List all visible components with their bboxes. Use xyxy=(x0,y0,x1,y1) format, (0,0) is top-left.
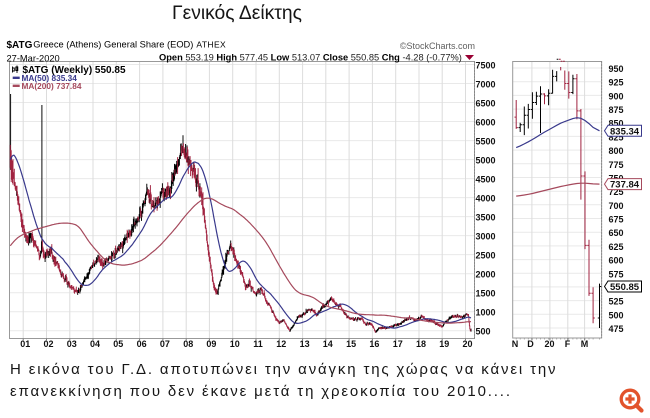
svg-text:4500: 4500 xyxy=(476,175,496,185)
svg-text:737.84: 737.84 xyxy=(610,180,640,191)
svg-text:20: 20 xyxy=(544,339,554,349)
svg-text:775: 775 xyxy=(609,160,624,170)
svg-text:2500: 2500 xyxy=(476,251,496,261)
svg-text:800: 800 xyxy=(609,146,624,156)
svg-text:950: 950 xyxy=(609,64,624,74)
svg-text:850: 850 xyxy=(609,119,624,129)
svg-text:525: 525 xyxy=(609,297,624,307)
svg-text:5500: 5500 xyxy=(476,137,496,147)
svg-text:5000: 5000 xyxy=(476,156,496,166)
svg-text:27-Mar-2020: 27-Mar-2020 xyxy=(7,53,60,63)
svg-text:06: 06 xyxy=(137,339,147,349)
svg-text:2000: 2000 xyxy=(476,270,496,280)
svg-text:N: N xyxy=(512,339,519,349)
svg-text:Greece (Athens) General Share: Greece (Athens) General Share (EOD) xyxy=(33,40,193,50)
svg-text:4000: 4000 xyxy=(476,194,496,204)
svg-text:1000: 1000 xyxy=(476,308,496,318)
svg-text:835.34: 835.34 xyxy=(610,126,640,137)
svg-text:20: 20 xyxy=(462,339,472,349)
svg-text:875: 875 xyxy=(609,105,624,115)
svg-text:500: 500 xyxy=(476,327,491,337)
svg-text:6000: 6000 xyxy=(476,118,496,128)
svg-text:04: 04 xyxy=(90,339,100,349)
svg-text:15: 15 xyxy=(346,339,356,349)
svg-text:675: 675 xyxy=(609,215,624,225)
svg-text:625: 625 xyxy=(609,242,624,252)
svg-text:12: 12 xyxy=(276,339,286,349)
svg-text:7500: 7500 xyxy=(476,61,496,71)
svg-text:08: 08 xyxy=(183,339,193,349)
svg-text:550.85: 550.85 xyxy=(610,282,640,293)
svg-text:600: 600 xyxy=(609,256,624,266)
svg-text:07: 07 xyxy=(160,339,170,349)
svg-text:10: 10 xyxy=(230,339,240,349)
svg-text:725: 725 xyxy=(609,187,624,197)
svg-text:$ATG (Weekly) 550.85: $ATG (Weekly) 550.85 xyxy=(23,65,126,76)
svg-text:©StockCharts.com: ©StockCharts.com xyxy=(400,41,475,51)
svg-text:925: 925 xyxy=(609,78,624,88)
svg-text:575: 575 xyxy=(609,269,624,279)
svg-text:700: 700 xyxy=(609,201,624,211)
svg-text:6500: 6500 xyxy=(476,99,496,109)
svg-text:03: 03 xyxy=(67,339,77,349)
svg-text:825: 825 xyxy=(609,132,624,142)
svg-text:3000: 3000 xyxy=(476,232,496,242)
svg-text:16: 16 xyxy=(369,339,379,349)
svg-text:Open 553.19 High 577.45 Low 51: Open 553.19 High 577.45 Low 513.07 Close… xyxy=(159,53,462,63)
svg-text:7000: 7000 xyxy=(476,80,496,90)
svg-text:1500: 1500 xyxy=(476,289,496,299)
svg-text:900: 900 xyxy=(609,91,624,101)
svg-text:650: 650 xyxy=(609,228,624,238)
svg-text:19: 19 xyxy=(439,339,449,349)
svg-text:MA(200) 737.84: MA(200) 737.84 xyxy=(22,81,82,91)
svg-text:$ATG: $ATG xyxy=(7,40,33,51)
svg-text:D: D xyxy=(527,339,534,349)
svg-text:500: 500 xyxy=(609,310,624,320)
svg-text:F: F xyxy=(565,339,571,349)
svg-text:M: M xyxy=(581,339,589,349)
svg-text:11: 11 xyxy=(253,339,263,349)
svg-text:17: 17 xyxy=(393,339,403,349)
svg-text:ATHEX: ATHEX xyxy=(196,40,226,50)
svg-text:01: 01 xyxy=(20,339,30,349)
svg-text:475: 475 xyxy=(609,324,624,334)
svg-text:18: 18 xyxy=(416,339,426,349)
svg-text:02: 02 xyxy=(43,339,53,349)
svg-text:MA(50) 835.34: MA(50) 835.34 xyxy=(22,73,78,83)
svg-text:14: 14 xyxy=(323,339,333,349)
svg-text:05: 05 xyxy=(113,339,123,349)
svg-text:13: 13 xyxy=(300,339,310,349)
svg-text:3500: 3500 xyxy=(476,213,496,223)
svg-text:09: 09 xyxy=(206,339,216,349)
